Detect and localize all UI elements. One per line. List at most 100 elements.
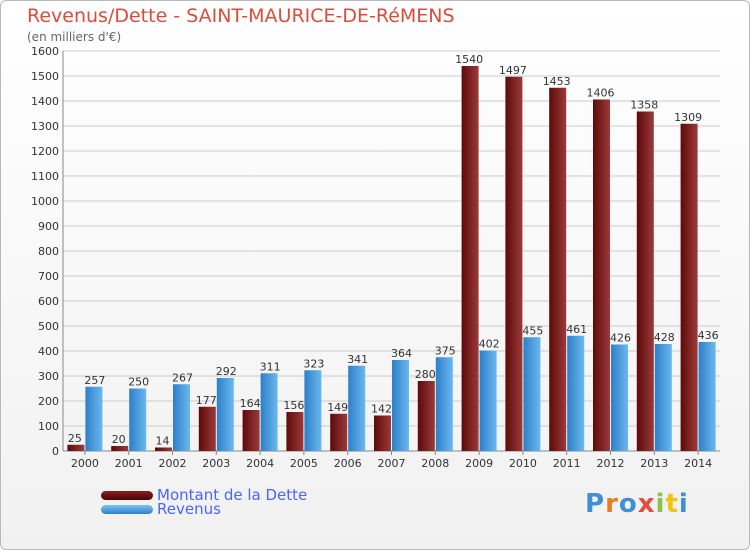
label-debt-2009: 1540	[455, 53, 483, 66]
label-revenue-2001: 250	[128, 376, 149, 389]
bar-revenue-2001	[129, 388, 147, 451]
label-debt-2008: 280	[415, 368, 436, 381]
label-debt-2005: 156	[283, 399, 304, 412]
bar-debt-2013	[636, 111, 654, 451]
label-debt-2000: 25	[68, 432, 82, 445]
x-tick-label: 2013	[640, 457, 668, 470]
x-tick-label: 2011	[553, 457, 581, 470]
y-tick-label: 1100	[31, 170, 59, 183]
label-debt-2006: 149	[327, 401, 348, 414]
y-tick-label: 600	[38, 295, 59, 308]
y-tick-label: 1000	[31, 195, 59, 208]
x-tick-label: 2012	[597, 457, 625, 470]
y-tick-label: 500	[38, 320, 59, 333]
bar-revenue-2003	[216, 378, 234, 451]
y-tick-label: 1300	[31, 120, 59, 133]
label-revenue-2013: 428	[654, 331, 675, 344]
logo-letter: i	[655, 489, 666, 519]
bar-debt-2009	[461, 66, 479, 451]
bar-revenue-2006	[348, 365, 366, 451]
bar-debt-2005	[286, 412, 304, 451]
label-revenue-2007: 364	[391, 347, 412, 360]
logo-letter: r	[605, 489, 619, 519]
bar-revenue-2000	[85, 386, 103, 451]
label-revenue-2014: 436	[698, 329, 719, 342]
legend-swatch-revenue	[101, 504, 153, 514]
label-revenue-2008: 375	[435, 344, 456, 357]
bar-debt-2003	[198, 406, 216, 451]
y-tick-label: 200	[38, 395, 59, 408]
y-tick-label: 1500	[31, 70, 59, 83]
logo-letter: i	[678, 489, 689, 519]
bar-debt-2007	[374, 415, 391, 451]
x-tick-label: 2004	[246, 457, 274, 470]
x-tick-label: 2001	[115, 457, 143, 470]
bar-debt-2000	[67, 444, 85, 451]
bar-revenue-2005	[304, 370, 322, 451]
x-tick-label: 2006	[334, 457, 362, 470]
bar-debt-2010	[505, 76, 523, 451]
label-revenue-2010: 455	[522, 324, 543, 337]
label-revenue-2002: 267	[172, 371, 193, 384]
bar-debt-2001	[111, 446, 129, 451]
chart-title: Revenus/Dette - SAINT-MAURICE-DE-RéMENS	[27, 5, 455, 27]
x-tick-label: 2002	[159, 457, 187, 470]
label-debt-2002: 14	[156, 435, 170, 448]
bar-revenue-2009	[479, 350, 497, 451]
proxiti-logo: Proxiti	[585, 489, 689, 519]
bar-debt-2006	[330, 413, 348, 451]
bar-revenue-2002	[173, 384, 190, 451]
x-tick-label: 2009	[465, 457, 493, 470]
legend-item-debt: Montant de la Dette	[101, 486, 307, 504]
label-debt-2003: 177	[196, 394, 217, 407]
chart-subtitle: (en milliers d'€)	[27, 30, 122, 44]
label-debt-2010: 1497	[499, 64, 527, 77]
x-tick-label: 2010	[509, 457, 537, 470]
label-debt-2004: 164	[240, 397, 261, 410]
label-revenue-2000: 257	[84, 374, 105, 387]
bar-revenue-2008	[435, 357, 453, 451]
label-revenue-2003: 292	[216, 365, 237, 378]
label-debt-2012: 1406	[587, 87, 615, 100]
x-tick-label: 2014	[684, 457, 712, 470]
x-tick-label: 2007	[378, 457, 406, 470]
logo-letter: t	[665, 489, 679, 519]
y-tick-label: 1200	[31, 145, 59, 158]
bar-revenue-2013	[654, 344, 672, 451]
bar-debt-2008	[417, 381, 435, 451]
y-tick-label: 100	[38, 420, 59, 433]
logo-letter: x	[637, 489, 656, 519]
bar-debt-2012	[593, 99, 610, 451]
label-revenue-2009: 402	[479, 338, 500, 351]
label-debt-2011: 1453	[543, 75, 571, 88]
logo-letter: o	[618, 489, 638, 519]
x-tick-label: 2000	[71, 457, 99, 470]
bar-revenue-2004	[260, 373, 278, 451]
legend-item-revenue: Revenus	[101, 500, 221, 518]
axis-layer: 0 100 200 300 400 500 600 700 800 900 1000 1100 1200…	[31, 45, 720, 470]
label-revenue-2005: 323	[303, 357, 324, 370]
label-debt-2001: 20	[112, 433, 126, 446]
label-debt-2007: 142	[371, 403, 392, 416]
bar-revenue-2014	[698, 342, 716, 451]
bar-revenue-2012	[611, 344, 628, 451]
bar-debt-2002	[155, 447, 172, 451]
label-revenue-2004: 311	[260, 360, 281, 373]
bar-layer	[67, 66, 716, 451]
label-revenue-2012: 426	[610, 332, 631, 345]
y-tick-label: 0	[52, 445, 59, 458]
grid-layer	[63, 50, 720, 452]
logo-letter: P	[585, 489, 606, 519]
label-debt-2013: 1358	[630, 99, 658, 112]
label-revenue-2011: 461	[566, 323, 587, 336]
y-tick-label: 300	[38, 370, 59, 383]
bar-debt-2011	[549, 87, 567, 451]
y-tick-label: 400	[38, 345, 59, 358]
label-debt-2014: 1309	[674, 111, 702, 124]
bar-revenue-2010	[523, 337, 541, 451]
bar-debt-2014	[680, 123, 698, 451]
bar-revenue-2011	[567, 335, 585, 451]
y-tick-label: 1400	[31, 95, 59, 108]
